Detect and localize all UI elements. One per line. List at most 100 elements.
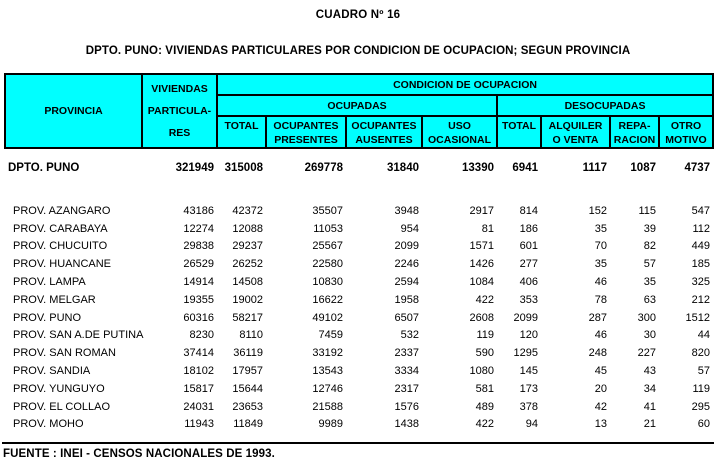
cell-value: 9989 — [318, 418, 343, 431]
cell-value: 145 — [519, 365, 538, 378]
table-row: PROV. MOHO 11943 11849 9989 1438 422 94 13 21 60 — [5, 416, 713, 434]
cell-value: 1084 — [469, 276, 494, 289]
cell-value: 30 — [643, 329, 656, 342]
cell-value: 315008 — [224, 162, 263, 174]
cell-value: 43 — [643, 365, 656, 378]
cell-value: 42 — [594, 400, 607, 413]
cell-value: 1958 — [394, 293, 419, 306]
cell-value: 57 — [643, 258, 656, 271]
cell-value: 29838 — [183, 240, 214, 253]
cell-value: 15817 — [183, 382, 214, 395]
cell-value: 378 — [519, 400, 538, 413]
row-label: DPTO. PUNO — [8, 162, 80, 174]
cell-value: 3948 — [394, 204, 419, 217]
col-header-reparacion: REPA- RACION — [609, 115, 660, 149]
cell-value: 1571 — [469, 240, 494, 253]
header-line: ALQUILER — [548, 120, 603, 132]
cell-value: 601 — [519, 240, 538, 253]
cell-value: 277 — [519, 258, 538, 271]
cell-value: 19355 — [183, 293, 214, 306]
row-label: PROV. YUNGUYO — [13, 382, 105, 395]
cell-value: 26252 — [232, 258, 263, 271]
cell-value: 2099 — [513, 311, 538, 324]
cell-value: 2917 — [469, 204, 494, 217]
cell-value: 46 — [594, 329, 607, 342]
table-row: PROV. EL COLLAO 24031 23653 21588 1576 489 378… — [5, 398, 713, 416]
cell-value: 13543 — [312, 365, 343, 378]
cell-value: 39 — [643, 222, 656, 235]
spacer-row — [5, 179, 713, 202]
cell-value: 547 — [691, 204, 711, 217]
cell-value: 35 — [594, 222, 607, 235]
cell-value: 112 — [692, 222, 711, 235]
cell-value: 16622 — [312, 293, 343, 306]
cell-value: 248 — [588, 347, 607, 360]
cell-value: 57 — [697, 365, 711, 378]
cell-value: 8110 — [239, 329, 263, 342]
header-line: TOTAL — [224, 120, 259, 132]
cell-value: 13390 — [462, 162, 494, 174]
row-label: PROV. EL COLLAO — [13, 400, 111, 413]
cell-value: 2317 — [394, 382, 419, 395]
cell-value: 78 — [594, 293, 607, 306]
cell-value: 489 — [475, 400, 494, 413]
cell-value: 1438 — [394, 418, 419, 431]
cell-value: 422 — [475, 293, 494, 306]
page-title: CUADRO Nº 16 — [315, 9, 401, 21]
cell-value: 94 — [525, 418, 538, 431]
table-row: PROV. YUNGUYO 15817 15644 12746 2317 581 173 20… — [5, 380, 713, 398]
table-row: PROV. LAMPA 14914 14508 10830 2594 1084 406 46 3… — [5, 273, 713, 291]
cell-value: 422 — [475, 418, 494, 431]
cell-value: 449 — [691, 240, 711, 253]
cell-value: 31840 — [387, 162, 419, 174]
cell-value: 173 — [519, 382, 538, 395]
cell-value: 120 — [519, 329, 538, 342]
cell-value: 152 — [588, 204, 607, 217]
cell-value: 2337 — [394, 347, 419, 360]
header-line: AUSENTES — [355, 134, 413, 146]
cell-value: 13 — [594, 418, 607, 431]
header-line: REPA- — [618, 120, 651, 132]
table-row: PROV. CHUCUITO 29838 29237 25567 2099 1571 601… — [5, 238, 713, 256]
row-dpto-total: DPTO. PUNO 321949 315008 269778 31840 13390 69… — [5, 148, 713, 179]
cell-value: 353 — [519, 293, 538, 306]
cell-value: 44 — [697, 329, 711, 342]
cell-value: 212 — [691, 293, 711, 306]
row-label: PROV. MELGAR — [13, 293, 96, 306]
table-row: PROV. PUNO 60316 58217 49102 6507 2608 2099 287… — [5, 309, 713, 327]
source-note: FUENTE : INEI - CENSOS NACIONALES DE 199… — [3, 448, 275, 461]
cell-value: 7459 — [318, 329, 343, 342]
col-header-alquiler-o-venta: ALQUILER O VENTA — [540, 115, 611, 149]
row-label: PROV. HUANCANE — [13, 258, 112, 271]
cell-value: 63 — [643, 293, 656, 306]
cell-value: 325 — [691, 276, 711, 289]
cell-value: 4737 — [684, 162, 711, 174]
cell-value: 24031 — [183, 400, 214, 413]
cell-value: 34 — [643, 382, 656, 395]
cell-value: 1087 — [630, 162, 656, 174]
header-line: USO — [448, 120, 471, 132]
cell-value: 300 — [637, 311, 656, 324]
table-row: PROV. AZANGARO 43186 42372 35507 3948 2917 814… — [5, 202, 713, 220]
cell-value: 22580 — [312, 258, 343, 271]
cell-value: 1576 — [394, 400, 419, 413]
cell-value: 35507 — [312, 204, 343, 217]
header-line: PRESENTES — [274, 134, 338, 146]
cell-value: 35 — [643, 276, 656, 289]
cell-value: 17957 — [232, 365, 263, 378]
col-header-condicion-de-ocupacion: CONDICION DE OCUPACION — [215, 73, 715, 96]
cell-value: 119 — [692, 382, 711, 395]
cell-value: 1426 — [469, 258, 494, 271]
cell-value: 2594 — [394, 276, 419, 289]
cell-value: 119 — [476, 329, 494, 342]
cell-value: 10830 — [312, 276, 343, 289]
cell-value: 2246 — [394, 258, 419, 271]
col-header-desocupadas-total: TOTAL — [496, 115, 542, 149]
cell-value: 954 — [400, 222, 419, 235]
cell-value: 29237 — [232, 240, 263, 253]
cell-value: 115 — [638, 204, 656, 217]
cell-value: 406 — [519, 276, 538, 289]
cell-value: 21 — [643, 418, 656, 431]
header-line: OCUPANTES — [273, 120, 339, 132]
cell-value: 18102 — [183, 365, 214, 378]
